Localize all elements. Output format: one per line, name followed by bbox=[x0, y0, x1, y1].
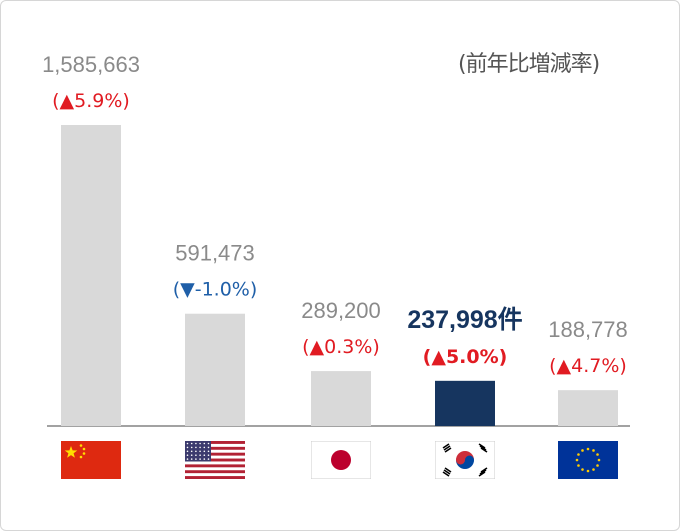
eu-flag-icon bbox=[558, 441, 618, 484]
value-label: 289,200 bbox=[301, 298, 381, 323]
chart-note: (前年比増減率) bbox=[458, 52, 600, 77]
value-label: 237,998件 bbox=[407, 306, 522, 334]
usa-flag-icon bbox=[185, 441, 245, 484]
bar-china bbox=[61, 125, 121, 426]
bar-japan bbox=[311, 371, 371, 426]
change-label: (▼-1.0%) bbox=[173, 279, 258, 301]
change-label: (▲0.3%) bbox=[302, 336, 380, 358]
japan-flag-icon bbox=[310, 440, 372, 484]
change-label: (▲5.9%) bbox=[52, 90, 130, 112]
change-label: (▲5.0%) bbox=[423, 346, 508, 368]
bar-korea bbox=[435, 380, 495, 426]
value-label: 591,473 bbox=[175, 241, 255, 266]
value-label: 1,585,663 bbox=[42, 52, 140, 77]
value-label: 188,778 bbox=[548, 317, 628, 342]
bar-eu bbox=[558, 390, 618, 426]
korea-flag-icon bbox=[434, 440, 496, 484]
china-flag-icon bbox=[61, 441, 121, 484]
bar-usa bbox=[185, 313, 245, 426]
change-label: (▲4.7%) bbox=[549, 355, 627, 377]
